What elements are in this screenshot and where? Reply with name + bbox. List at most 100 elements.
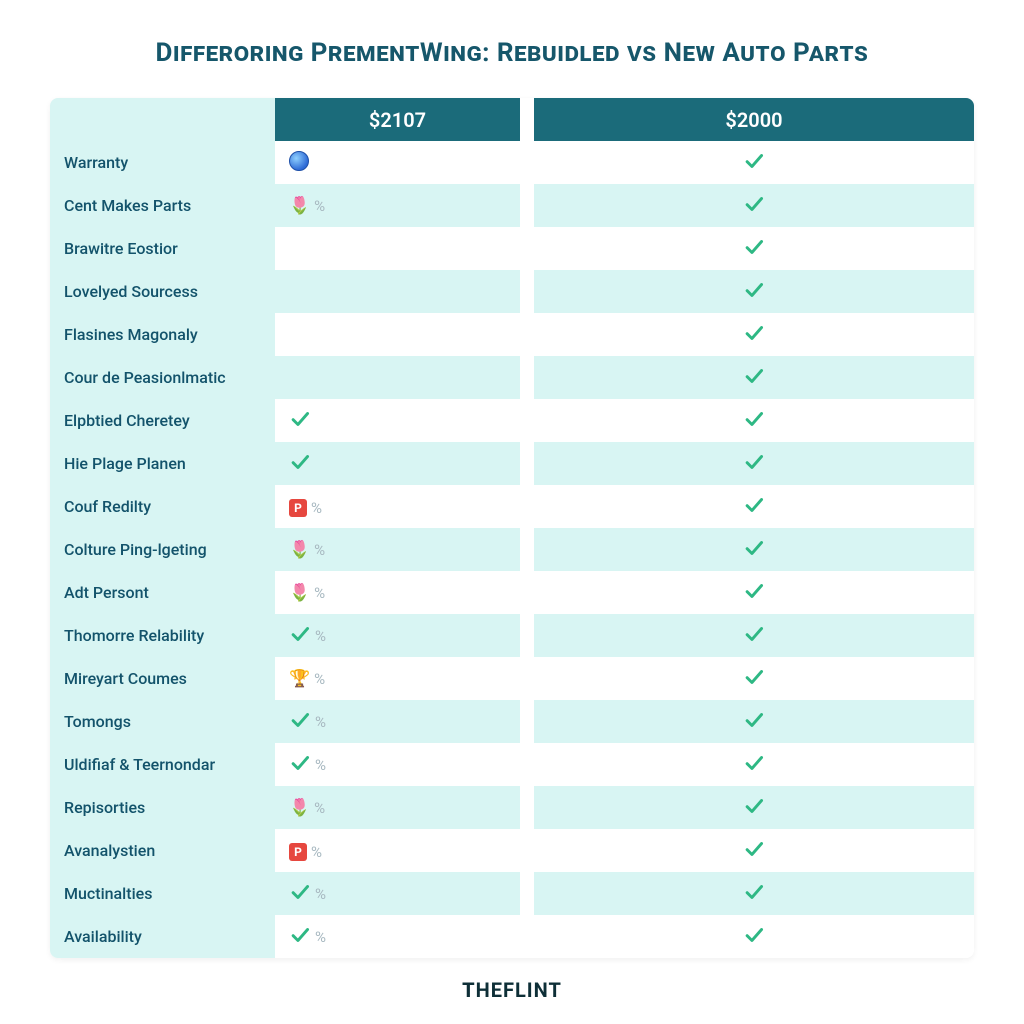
footer-brand: THEFLINT bbox=[0, 978, 1024, 1002]
check-icon bbox=[289, 451, 311, 477]
table-header-row: $2107 $2000 bbox=[50, 98, 974, 141]
cell-col1: P % bbox=[275, 485, 520, 528]
cell-gap bbox=[520, 786, 534, 829]
row-label: Cour de Peasionlmatic bbox=[50, 356, 275, 399]
header-gap bbox=[520, 98, 534, 141]
trophy-icon: 🏆 bbox=[289, 669, 310, 689]
table-row: Cour de Peasionlmatic bbox=[50, 356, 974, 399]
table-row: Adt Persont🌷% bbox=[50, 571, 974, 614]
cell-gap bbox=[520, 528, 534, 571]
row-label: Thomorre Relability bbox=[50, 614, 275, 657]
row-label: Availability bbox=[50, 915, 275, 958]
cell-col2 bbox=[534, 829, 974, 872]
flower-icon: 🌷 bbox=[289, 196, 310, 216]
cell-col2 bbox=[534, 485, 974, 528]
percent-text: % bbox=[315, 756, 326, 774]
check-icon bbox=[743, 623, 765, 649]
table-row: Cent Makes Parts 🌷% bbox=[50, 184, 974, 227]
cell-gap bbox=[520, 915, 534, 958]
cell-col1 bbox=[275, 270, 520, 313]
check-icon bbox=[289, 709, 311, 735]
cell-col2 bbox=[534, 571, 974, 614]
cell-col1: % bbox=[275, 743, 520, 786]
cell-col2 bbox=[534, 786, 974, 829]
check-icon bbox=[289, 881, 311, 907]
percent-text: % bbox=[311, 843, 322, 861]
check-icon bbox=[743, 193, 765, 219]
row-label: Muctinalties bbox=[50, 872, 275, 915]
cell-gap bbox=[520, 184, 534, 227]
cell-col2 bbox=[534, 313, 974, 356]
check-icon bbox=[743, 709, 765, 735]
cell-col1: 🏆% bbox=[275, 657, 520, 700]
cell-col1: % bbox=[275, 700, 520, 743]
percent-text: % bbox=[314, 670, 325, 688]
cell-col2 bbox=[534, 657, 974, 700]
table-row: Tomongs% bbox=[50, 700, 974, 743]
flower-icon: 🌷 bbox=[289, 583, 310, 603]
row-label: Lovelyed Sourcess bbox=[50, 270, 275, 313]
cell-col2 bbox=[534, 872, 974, 915]
percent-text: % bbox=[315, 928, 326, 946]
cell-gap bbox=[520, 743, 534, 786]
cell-col2 bbox=[534, 399, 974, 442]
check-icon bbox=[743, 279, 765, 305]
table-row: Hie Plage Planen bbox=[50, 442, 974, 485]
row-label: Tomongs bbox=[50, 700, 275, 743]
cell-col2 bbox=[534, 442, 974, 485]
cell-gap bbox=[520, 872, 534, 915]
header-col2: $2000 bbox=[534, 98, 974, 141]
row-label: Cent Makes Parts bbox=[50, 184, 275, 227]
p-badge-icon: P bbox=[289, 843, 307, 861]
table-row: Brawitre Eostior bbox=[50, 227, 974, 270]
row-label: Hie Plage Planen bbox=[50, 442, 275, 485]
table-row: Thomorre Relability% bbox=[50, 614, 974, 657]
percent-text: % bbox=[315, 713, 326, 731]
row-label: Elpbtied Cheretey bbox=[50, 399, 275, 442]
cell-col2 bbox=[534, 356, 974, 399]
cell-col1: % bbox=[275, 872, 520, 915]
percent-text: % bbox=[311, 499, 322, 517]
page-title: Differoring PrementWing: Rebuidled vs Ne… bbox=[50, 38, 974, 68]
check-icon bbox=[289, 408, 311, 434]
table-row: Colture Ping-lgeting🌷% bbox=[50, 528, 974, 571]
check-icon bbox=[743, 795, 765, 821]
table-row: Availability% bbox=[50, 915, 974, 958]
percent-text: % bbox=[314, 799, 325, 817]
cell-col2 bbox=[534, 743, 974, 786]
row-label: Mireyart Coumes bbox=[50, 657, 275, 700]
percent-text: % bbox=[314, 197, 325, 215]
check-icon bbox=[743, 451, 765, 477]
table-row: Avanalystien P % bbox=[50, 829, 974, 872]
cell-gap bbox=[520, 356, 534, 399]
row-label: Warranty bbox=[50, 141, 275, 184]
row-label: Brawitre Eostior bbox=[50, 227, 275, 270]
cell-col1 bbox=[275, 141, 520, 184]
percent-text: % bbox=[314, 541, 325, 559]
check-icon bbox=[743, 580, 765, 606]
header-label-blank bbox=[50, 98, 275, 141]
table-row: Mireyart Coumes🏆% bbox=[50, 657, 974, 700]
cell-gap bbox=[520, 399, 534, 442]
check-icon bbox=[289, 924, 311, 950]
flower-icon: 🌷 bbox=[289, 798, 310, 818]
row-label: Adt Persont bbox=[50, 571, 275, 614]
check-icon bbox=[743, 494, 765, 520]
row-label: Repisorties bbox=[50, 786, 275, 829]
cell-col1 bbox=[275, 399, 520, 442]
cell-col2 bbox=[534, 141, 974, 184]
check-icon bbox=[289, 623, 311, 649]
cell-col1 bbox=[275, 227, 520, 270]
comparison-table: $2107 $2000 WarrantyCent Makes Parts 🌷% Br… bbox=[50, 98, 974, 958]
table-row: Couf RediltyP % bbox=[50, 485, 974, 528]
check-icon bbox=[743, 838, 765, 864]
table-row: Warranty bbox=[50, 141, 974, 184]
check-icon bbox=[743, 150, 765, 176]
row-label: Couf Redilty bbox=[50, 485, 275, 528]
cell-col1: 🌷% bbox=[275, 571, 520, 614]
cell-gap bbox=[520, 571, 534, 614]
cell-col1: % bbox=[275, 915, 520, 958]
cell-col2 bbox=[534, 270, 974, 313]
row-label: Avanalystien bbox=[50, 829, 275, 872]
globe-icon bbox=[289, 151, 309, 171]
